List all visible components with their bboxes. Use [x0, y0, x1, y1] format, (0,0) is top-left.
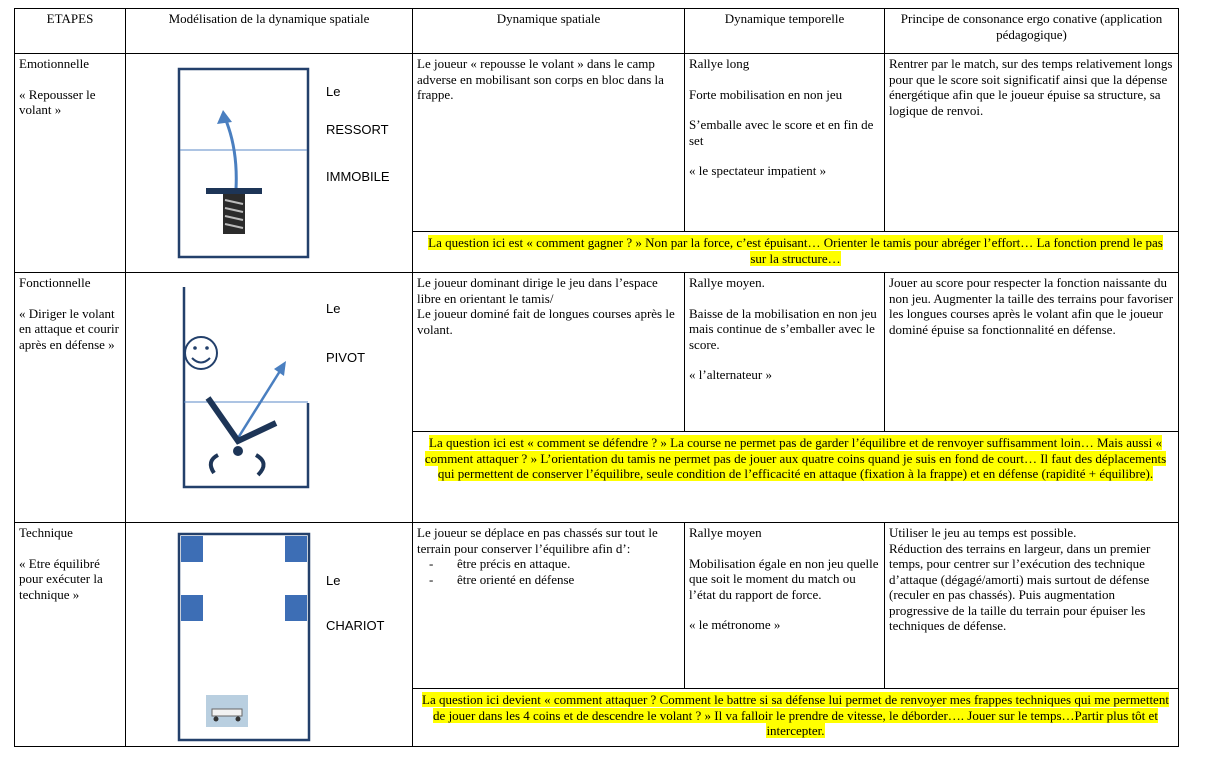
temporal-text: Forte mobilisation en non jeu: [689, 86, 843, 102]
model-label: RESSORT: [326, 122, 389, 137]
stage-cell: Technique « Etre équilibré pour exécuter …: [14, 522, 126, 747]
temporal-cell: Rallye long Forte mobilisation en non jeu…: [684, 53, 885, 232]
content-row: Technique « Etre équilibré pour exécuter …: [14, 522, 1179, 747]
principle-cell: Utiliser le jeu au temps est possible. Ré…: [884, 522, 1179, 689]
stage-quote: « Repousser le volant »: [19, 86, 96, 118]
spatial-text: Le joueur dominant dirige le jeu dans l’…: [417, 275, 658, 306]
question-text: La question ici est « comment gagner ? »…: [428, 235, 1163, 266]
temporal-cell: Rallye moyen Mobilisation égale en non je…: [684, 522, 885, 689]
stages-table: ETAPES Modélisation de la dynamique spati…: [14, 8, 1179, 747]
model-cell: Le RESSORT IMMOBILE: [125, 53, 413, 273]
temporal-cell: Rallye moyen. Baisse de la mobilisation e…: [684, 272, 885, 432]
temporal-text: Rallye long: [689, 56, 750, 71]
spatial-text: Le joueur « repousse le volant » dans le…: [417, 56, 664, 102]
question-cell: La question ici devient « comment attaqu…: [412, 688, 1179, 747]
temporal-text: Rallye moyen: [689, 525, 762, 540]
temporal-text: S’emballe avec le score et en fin de set: [689, 117, 874, 148]
model-label: Le: [326, 84, 341, 99]
model-label: IMMOBILE: [326, 169, 390, 184]
model-cell: Le CHARIOT: [125, 522, 413, 747]
model-cell: Le PIVOT: [125, 272, 413, 523]
spatial-cell: Le joueur se déplace en pas chassés sur …: [412, 522, 685, 689]
principle-cell: Rentrer par le match, sur des temps rela…: [884, 53, 1179, 232]
spatial-cell: Le joueur dominant dirige le jeu dans l’…: [412, 272, 685, 432]
model-label: PIVOT: [326, 350, 366, 365]
question-row: La question ici est « comment gagner ? »…: [15, 231, 1179, 273]
diagram: [177, 67, 310, 259]
list-item: être précis en attaque.: [457, 556, 680, 572]
list-item: être orienté en défense: [457, 572, 680, 588]
model-label: Le: [326, 301, 341, 316]
temporal-text: « l’alternateur »: [689, 367, 773, 382]
temporal-text: Baisse de la mobilisation en non jeu mai…: [689, 305, 877, 352]
question-cell: La question ici est « comment gagner ? »…: [412, 231, 1179, 273]
temporal-text: « le métronome »: [689, 617, 781, 632]
principle-text: Rentrer par le match, sur des temps rela…: [889, 56, 1173, 118]
question-row: La question ici est « comment se défendr…: [15, 431, 1179, 523]
stage-quote: « Etre équilibré pour exécuter la techni…: [19, 555, 103, 602]
header-cell: Dynamique temporelle: [684, 8, 885, 54]
stage-quote: « Diriger le volant en attaque et courir…: [19, 305, 119, 352]
model-label: Le: [326, 573, 341, 588]
stage-cell: Fonctionnelle « Diriger le volant en atta…: [14, 272, 126, 523]
stage-name: Technique: [19, 525, 73, 540]
question-text: La question ici est « comment se défendr…: [424, 435, 1167, 481]
question-text: La question ici devient « comment attaqu…: [422, 692, 1169, 738]
temporal-text: Rallye moyen.: [689, 275, 765, 290]
principle-text: Jouer au score pour respecter la fonctio…: [889, 275, 1174, 337]
temporal-text: Mobilisation égale en non jeu quelle que…: [689, 555, 879, 602]
stage-name: Fonctionnelle: [19, 275, 91, 290]
header-row: ETAPES Modélisation de la dynamique spati…: [14, 8, 1179, 54]
temporal-text: « le spectateur impatient »: [689, 163, 827, 178]
principle-text: Réduction des terrains en largeur, dans …: [889, 540, 1151, 634]
header-cell: Principe de consonance ergo conative (ap…: [884, 8, 1179, 54]
question-row: La question ici devient « comment attaqu…: [15, 688, 1179, 747]
principle-text: Utiliser le jeu au temps est possible.: [889, 525, 1077, 540]
table-body: Emotionnelle « Repousser le volant » Le RE…: [14, 53, 1179, 747]
header-cell: Dynamique spatiale: [412, 8, 685, 54]
header-cell: ETAPES: [14, 8, 126, 54]
stage-name: Emotionnelle: [19, 56, 90, 71]
principle-cell: Jouer au score pour respecter la fonctio…: [884, 272, 1179, 432]
question-cell: La question ici est « comment se défendr…: [412, 431, 1179, 523]
spatial-text: Le joueur dominé fait de longues courses…: [417, 306, 675, 337]
model-label: CHARIOT: [326, 618, 385, 633]
spatial-text: Le joueur se déplace en pas chassés sur …: [417, 525, 658, 556]
content-row: Fonctionnelle « Diriger le volant en atta…: [14, 272, 1179, 523]
header-cell: Modélisation de la dynamique spatiale: [125, 8, 413, 54]
spatial-cell: Le joueur « repousse le volant » dans le…: [412, 53, 685, 232]
stage-cell: Emotionnelle « Repousser le volant »: [14, 53, 126, 273]
content-row: Emotionnelle « Repousser le volant » Le RE…: [14, 53, 1179, 273]
diagram: [177, 532, 311, 742]
spatial-list: être précis en attaque.être orienté en d…: [417, 556, 680, 587]
diagram: [182, 287, 310, 489]
